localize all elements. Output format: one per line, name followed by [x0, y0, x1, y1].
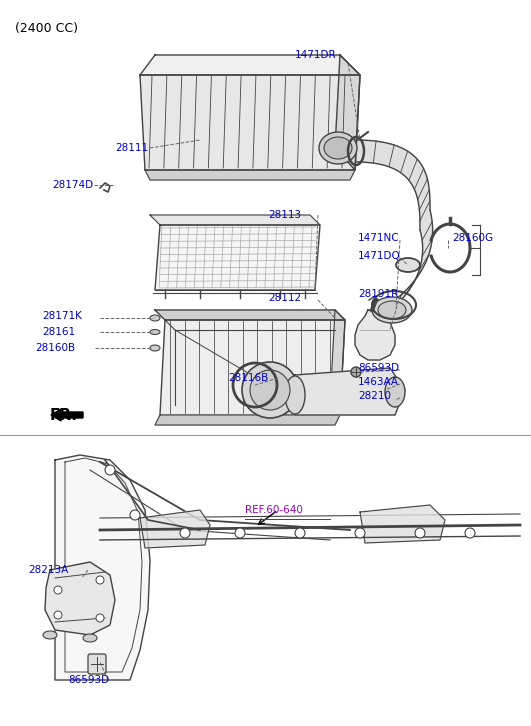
Circle shape: [54, 586, 62, 594]
Circle shape: [235, 528, 245, 538]
Text: 28160B: 28160B: [35, 343, 75, 353]
Circle shape: [180, 528, 190, 538]
Ellipse shape: [385, 377, 405, 407]
Text: 1463AA: 1463AA: [358, 377, 399, 387]
Circle shape: [96, 576, 104, 584]
Ellipse shape: [83, 634, 97, 642]
Polygon shape: [330, 310, 345, 415]
Ellipse shape: [43, 631, 57, 639]
Ellipse shape: [150, 315, 160, 321]
Polygon shape: [140, 75, 360, 170]
Ellipse shape: [378, 301, 406, 319]
Circle shape: [54, 611, 62, 619]
Text: 28111: 28111: [115, 143, 148, 153]
Polygon shape: [55, 455, 150, 680]
Circle shape: [250, 370, 290, 410]
Text: 86593D: 86593D: [68, 675, 109, 685]
Ellipse shape: [372, 297, 412, 323]
Polygon shape: [150, 215, 320, 225]
Text: 28113: 28113: [268, 210, 301, 220]
Polygon shape: [155, 415, 340, 425]
Polygon shape: [360, 505, 445, 543]
Polygon shape: [356, 140, 430, 230]
Polygon shape: [140, 510, 210, 548]
Circle shape: [351, 367, 361, 377]
FancyBboxPatch shape: [88, 654, 106, 674]
Polygon shape: [140, 55, 360, 75]
Circle shape: [355, 528, 365, 538]
Ellipse shape: [319, 132, 357, 164]
Text: 1471DR: 1471DR: [295, 50, 337, 60]
Circle shape: [105, 465, 115, 475]
Text: 28171K: 28171K: [42, 311, 82, 321]
Polygon shape: [335, 55, 360, 170]
Text: 28116B: 28116B: [228, 373, 268, 383]
Circle shape: [295, 528, 305, 538]
Text: 28161: 28161: [42, 327, 75, 337]
Ellipse shape: [150, 345, 160, 351]
Text: REF.60-640: REF.60-640: [245, 505, 303, 515]
Polygon shape: [155, 225, 320, 290]
Text: 1471DQ: 1471DQ: [358, 251, 401, 261]
Text: 28191R: 28191R: [358, 289, 398, 299]
Ellipse shape: [150, 330, 160, 335]
Polygon shape: [155, 310, 345, 320]
Circle shape: [130, 510, 140, 520]
Text: 28210: 28210: [358, 391, 391, 401]
Polygon shape: [355, 310, 395, 360]
Ellipse shape: [396, 258, 420, 272]
Polygon shape: [145, 170, 355, 180]
Circle shape: [415, 528, 425, 538]
Polygon shape: [295, 368, 405, 415]
Circle shape: [465, 528, 475, 538]
Text: 1471NC: 1471NC: [358, 233, 400, 243]
Text: 28160G: 28160G: [452, 233, 493, 243]
Polygon shape: [45, 562, 115, 635]
Text: 86593D: 86593D: [358, 363, 399, 373]
Ellipse shape: [285, 376, 305, 414]
Text: 28174D: 28174D: [52, 180, 93, 190]
Text: FR.: FR.: [50, 407, 78, 423]
Circle shape: [96, 614, 104, 622]
Text: (2400 CC): (2400 CC): [15, 22, 78, 35]
Circle shape: [242, 362, 298, 418]
Text: 28213A: 28213A: [28, 565, 68, 575]
Polygon shape: [390, 210, 433, 310]
Polygon shape: [160, 320, 345, 415]
FancyArrow shape: [51, 409, 83, 421]
Text: 28112: 28112: [268, 293, 301, 303]
Ellipse shape: [324, 137, 352, 159]
